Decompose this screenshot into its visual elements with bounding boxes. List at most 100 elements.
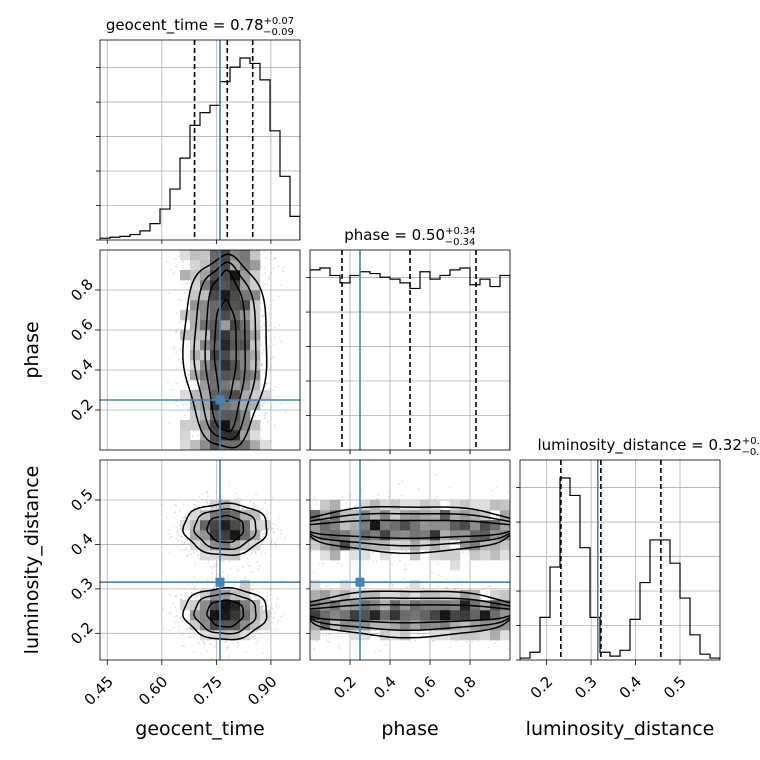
density-cell bbox=[220, 270, 231, 281]
sample-point bbox=[264, 498, 267, 501]
sample-point bbox=[177, 298, 180, 301]
sample-point bbox=[187, 613, 190, 616]
sample-point bbox=[261, 404, 263, 407]
density-cell bbox=[250, 380, 261, 391]
density-cell bbox=[200, 270, 211, 281]
density-cell bbox=[220, 400, 231, 411]
sample-point bbox=[224, 641, 227, 643]
sample-point bbox=[211, 572, 213, 574]
density-cell bbox=[250, 430, 261, 441]
sample-point bbox=[260, 363, 263, 366]
density-cell bbox=[190, 320, 201, 331]
sample-point bbox=[187, 373, 190, 376]
sample-point bbox=[262, 540, 265, 543]
density-cell bbox=[200, 430, 211, 441]
density-cell bbox=[240, 390, 251, 401]
title-minus-error: −0.09 bbox=[263, 27, 294, 38]
sample-point bbox=[184, 403, 187, 405]
sample-point bbox=[175, 382, 178, 385]
sample-point bbox=[193, 503, 196, 506]
sample-point bbox=[275, 603, 278, 606]
sample-point bbox=[178, 358, 180, 360]
sample-point bbox=[175, 312, 178, 314]
sample-point bbox=[263, 372, 266, 375]
density-cell bbox=[210, 290, 221, 301]
sample-point bbox=[252, 504, 255, 506]
sample-point bbox=[260, 606, 262, 609]
sample-point bbox=[162, 607, 164, 610]
density-cell bbox=[230, 290, 241, 301]
density-cell bbox=[190, 440, 201, 450]
density-cell bbox=[240, 440, 251, 450]
sample-point bbox=[221, 497, 223, 500]
sample-point bbox=[280, 615, 283, 618]
sample-point bbox=[202, 587, 205, 589]
sample-point bbox=[270, 365, 273, 368]
density-cell bbox=[240, 290, 251, 301]
contour-line bbox=[193, 261, 257, 441]
title-plus-error: +0.07 bbox=[264, 16, 295, 27]
sample-point bbox=[169, 612, 171, 615]
density-cell bbox=[230, 440, 241, 450]
sample-point bbox=[267, 605, 269, 608]
density-cell bbox=[180, 420, 191, 431]
sample-point bbox=[260, 531, 263, 533]
density-cell bbox=[230, 340, 241, 351]
sample-point bbox=[273, 541, 276, 544]
sample-point bbox=[268, 367, 271, 370]
density-cell bbox=[200, 290, 211, 301]
sample-point bbox=[262, 652, 265, 655]
sample-point bbox=[271, 607, 274, 610]
sample-point bbox=[282, 266, 285, 269]
sample-point bbox=[255, 642, 258, 644]
sample-point bbox=[274, 523, 277, 526]
sample-point bbox=[197, 501, 200, 503]
sample-point bbox=[264, 416, 266, 419]
histogram-step bbox=[520, 477, 720, 660]
sample-point bbox=[188, 636, 190, 639]
sample-point bbox=[198, 496, 200, 498]
density-cell bbox=[200, 380, 211, 391]
density-cell bbox=[230, 260, 241, 271]
sample-point bbox=[276, 620, 279, 622]
sample-point bbox=[179, 598, 182, 601]
sample-point bbox=[252, 502, 255, 505]
sample-point bbox=[167, 528, 169, 531]
sample-point bbox=[264, 412, 267, 414]
sample-point bbox=[207, 562, 210, 565]
sample-point bbox=[194, 504, 197, 507]
sample-point bbox=[193, 585, 196, 588]
sample-point bbox=[184, 516, 187, 519]
sample-point bbox=[172, 602, 175, 605]
density-cell bbox=[180, 250, 191, 261]
sample-point bbox=[247, 564, 250, 567]
sample-point bbox=[175, 526, 178, 529]
sample-point bbox=[262, 315, 264, 318]
sample-point bbox=[282, 270, 284, 273]
density-cell bbox=[210, 390, 221, 401]
title-plus-error: +0.14 bbox=[742, 436, 760, 447]
sample-point bbox=[198, 642, 201, 644]
sample-point bbox=[182, 549, 185, 552]
density-cell bbox=[230, 390, 241, 401]
sample-point bbox=[188, 626, 191, 629]
sample-point bbox=[250, 571, 253, 573]
sample-point bbox=[262, 349, 265, 352]
sample-point bbox=[250, 416, 252, 419]
density-cell bbox=[180, 310, 191, 321]
sample-point bbox=[263, 546, 265, 549]
panel-frame bbox=[99, 39, 301, 241]
sample-point bbox=[254, 415, 256, 417]
sample-point bbox=[173, 615, 176, 618]
sample-point bbox=[252, 506, 255, 509]
sample-point bbox=[274, 386, 276, 388]
sample-point bbox=[260, 364, 263, 367]
sample-point bbox=[174, 511, 177, 514]
density-cell bbox=[230, 330, 241, 341]
truth-marker bbox=[215, 395, 225, 405]
sample-point bbox=[274, 257, 277, 259]
sample-point bbox=[260, 607, 263, 610]
sample-point bbox=[267, 277, 270, 280]
sample-point bbox=[185, 344, 188, 347]
sample-point bbox=[178, 321, 181, 324]
